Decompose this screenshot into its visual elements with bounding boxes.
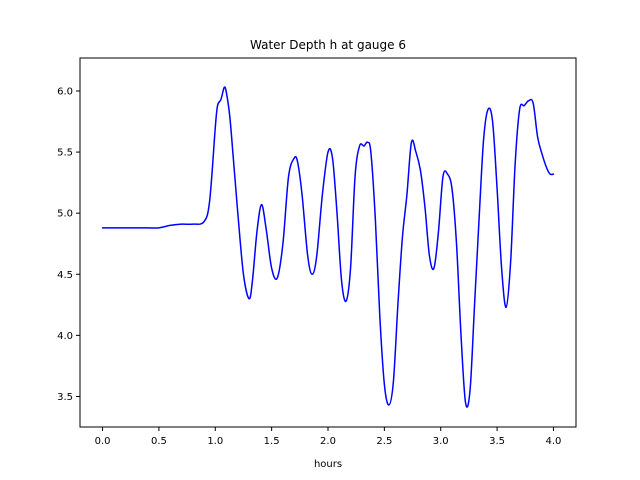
y-tick-label: 6.0 — [57, 86, 73, 97]
x-axis-label: hours — [314, 459, 342, 470]
y-tick-label: 4.0 — [57, 331, 73, 342]
y-tick-label: 5.0 — [57, 209, 73, 220]
x-tick-label: 3.0 — [433, 436, 449, 447]
x-tick-label: 2.5 — [376, 436, 392, 447]
y-tick-label: 5.5 — [57, 148, 73, 159]
x-tick-label: 4.0 — [546, 436, 562, 447]
x-axis: 0.0 0.5 1.0 1.5 2.0 2.5 3.0 3.5 4.0 — [95, 427, 562, 447]
y-axis: 3.5 4.0 4.5 5.0 5.5 6.0 — [57, 86, 80, 403]
x-tick-label: 0.5 — [151, 436, 167, 447]
y-tick-label: 3.5 — [57, 392, 73, 403]
x-tick-label: 1.0 — [207, 436, 223, 447]
x-tick-label: 2.0 — [320, 436, 336, 447]
x-tick-label: 1.5 — [264, 436, 280, 447]
x-tick-label: 0.0 — [95, 436, 111, 447]
plot-area — [80, 58, 576, 427]
y-tick-label: 4.5 — [57, 270, 73, 281]
chart-title: Water Depth h at gauge 6 — [250, 38, 406, 52]
plot-frame — [79, 57, 577, 428]
series-line — [101, 86, 555, 408]
x-tick-label: 3.5 — [489, 436, 505, 447]
